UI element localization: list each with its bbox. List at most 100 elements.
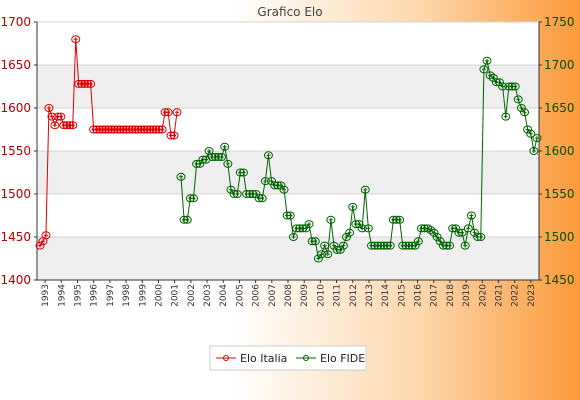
series-elo-fide-point <box>238 168 248 177</box>
series-elo-fide-point-cross <box>241 170 246 175</box>
series-elo-italia-point-cross <box>43 233 48 238</box>
series-elo-fide-point-cross <box>203 157 208 162</box>
y-left-tick-label: 1400 <box>0 273 31 287</box>
series-elo-fide-point-marker <box>360 185 370 194</box>
x-tick-label: 2012 <box>349 284 359 307</box>
series-elo-fide-point-cross <box>303 226 308 231</box>
series-elo-fide-point <box>317 250 327 259</box>
legend-item-elo-fide: Elo FIDE <box>296 352 365 365</box>
x-tick-label: 2004 <box>219 284 229 307</box>
y-left-tick-label: 1650 <box>0 58 31 72</box>
series-elo-fide-point-cross <box>503 114 508 119</box>
series-elo-fide-point-cross <box>263 179 268 184</box>
series-elo-fide-point-cross <box>447 243 452 248</box>
series-elo-italia-point-marker <box>50 121 60 130</box>
series-elo-fide-point-marker <box>313 254 323 263</box>
series-elo-fide-point-marker <box>267 177 277 186</box>
series-elo-fide-point-cross <box>535 136 539 141</box>
series-elo-fide-point-cross <box>185 217 190 222</box>
series-elo-fide-point-marker <box>257 194 267 203</box>
series-elo-fide-point <box>188 194 198 203</box>
legend: Elo Italia Elo FIDE <box>209 345 367 371</box>
series-elo-italia-point-marker <box>86 79 96 88</box>
series-elo-fide-point-marker <box>288 233 298 241</box>
series-elo-fide-point-marker <box>310 237 320 246</box>
series-elo-fide-point <box>460 241 470 250</box>
x-tick-label: 2013 <box>365 284 375 307</box>
series-elo-fide-point-cross <box>322 243 327 248</box>
series-elo-fide-point-cross <box>266 153 271 158</box>
series-elo-fide-point-cross <box>219 155 224 160</box>
series-elo-fide-point-marker <box>238 168 248 177</box>
series-elo-fide-point-cross <box>472 230 477 235</box>
series-elo-fide-point-marker <box>251 190 261 198</box>
series-elo-fide-point-marker <box>188 194 198 203</box>
series-elo-fide-point-cross <box>222 144 227 149</box>
series-elo-fide-point-marker <box>410 241 420 250</box>
series-elo-fide-point <box>251 190 261 198</box>
series-elo-fide-point <box>342 233 352 241</box>
series-elo-fide-point-cross <box>485 58 490 63</box>
y-right-tick-label: 1500 <box>544 230 575 244</box>
series-elo-fide-point-cross <box>288 213 293 218</box>
x-tick-label: 2019 <box>462 284 472 307</box>
series-elo-fide-point-cross <box>453 226 458 231</box>
series-elo-fide-point-marker <box>532 134 542 143</box>
series-elo-fide-point <box>395 215 405 224</box>
series-elo-fide-point-marker <box>526 129 536 138</box>
series-elo-fide-point-cross <box>388 243 393 248</box>
x-tick-label: 2000 <box>154 284 164 307</box>
series-elo-fide-point-cross <box>235 192 240 196</box>
series-elo-fide-point-cross <box>341 243 346 248</box>
series-elo-fide-point-cross <box>316 256 321 261</box>
x-tick-label: 2021 <box>495 284 505 307</box>
series-elo-fide-point <box>348 202 358 211</box>
x-tick-label: 2009 <box>300 284 310 307</box>
series-elo-fide-point-cross <box>460 230 465 235</box>
series-elo-fide-point-cross <box>478 235 483 239</box>
series-elo-italia-point-marker <box>56 112 66 121</box>
x-tick-label: 2007 <box>268 284 278 307</box>
series-elo-fide-point-cross <box>225 161 230 166</box>
series-elo-fide-point-marker <box>395 215 405 224</box>
series-elo-fide-point-cross <box>397 217 402 222</box>
series-elo-fide-point <box>445 241 455 250</box>
series-elo-fide-point-cross <box>516 97 521 102</box>
series-elo-fide-point <box>470 228 480 237</box>
x-tick-label: 1997 <box>106 284 116 307</box>
series-elo-fide-point-marker <box>329 241 339 250</box>
series-elo-fide-point-cross <box>469 213 474 218</box>
series-elo-fide-point-marker <box>226 185 236 194</box>
x-tick-label: 2010 <box>316 284 326 307</box>
series-elo-fide-point-cross <box>253 192 258 196</box>
x-tick-label: 1993 <box>41 284 51 307</box>
series-elo-fide-point <box>232 190 242 198</box>
x-tick-label: 2022 <box>511 284 521 307</box>
series-elo-fide-point <box>495 78 505 87</box>
series-elo-fide-point <box>195 159 205 168</box>
series-elo-fide-point <box>276 181 286 190</box>
grid-band <box>37 237 539 280</box>
y-left-tick-label: 1700 <box>0 15 31 29</box>
series-elo-italia-point-marker <box>44 104 54 112</box>
x-tick-label: 2005 <box>235 284 245 307</box>
series-elo-fide-point-marker <box>426 226 436 235</box>
series-elo-fide-point <box>385 241 395 250</box>
legend-label-elo-italia: Elo Italia <box>240 352 287 365</box>
series-elo-fide-point-marker <box>523 125 533 134</box>
series-elo-italia-point-marker <box>172 108 182 117</box>
series-elo-fide-point-cross <box>360 226 365 231</box>
series-elo-fide-point-marker <box>345 228 355 237</box>
series-elo-fide-point-marker <box>335 245 345 254</box>
series-elo-fide-point <box>510 82 520 91</box>
series-elo-fide-point-cross <box>497 80 502 85</box>
series-elo-fide-point-cross <box>191 196 196 201</box>
series-elo-fide-point <box>482 56 492 65</box>
series-elo-italia-point <box>86 79 96 88</box>
grid-band <box>37 151 539 194</box>
series-elo-fide-point-marker <box>304 220 314 229</box>
series-elo-fide-point-marker <box>460 241 470 250</box>
series-elo-fide-point <box>257 194 267 203</box>
series-elo-italia-point <box>157 125 167 134</box>
